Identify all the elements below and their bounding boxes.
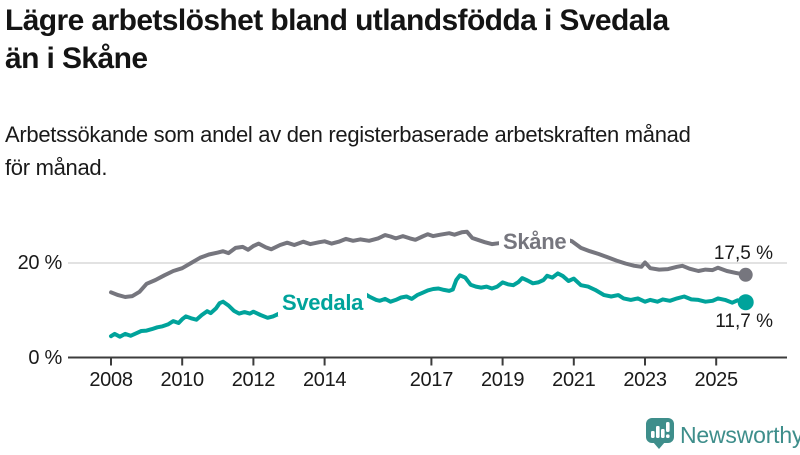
end-dot-svedala <box>737 294 754 311</box>
newsworthy-logo-text: Newsworthy <box>680 422 800 448</box>
end-value-label-skane: 17,5 % <box>713 243 773 264</box>
newsworthy-logo: Newsworthy <box>644 416 800 450</box>
series-label-svedala: Svedala <box>278 290 368 317</box>
end-value-label-svedala: 11,7 % <box>715 311 773 332</box>
line-skane <box>109 229 748 299</box>
bar-chart-speech-bubble-icon <box>646 418 674 449</box>
line-svedala <box>109 271 748 339</box>
chart-subtitle: Arbetssökande som andel av den registerb… <box>5 122 691 180</box>
series-label-skane: Skåne <box>499 229 571 256</box>
end-dot-skane <box>738 267 753 282</box>
chart-title: Lägre arbetslöshet bland utlandsfödda i … <box>5 4 669 75</box>
